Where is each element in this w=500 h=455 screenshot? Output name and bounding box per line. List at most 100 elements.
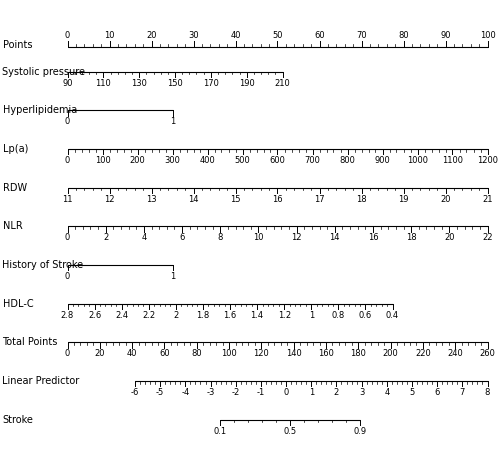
- Text: 2: 2: [103, 233, 108, 243]
- Text: 18: 18: [356, 195, 367, 204]
- Text: 10: 10: [253, 233, 264, 243]
- Text: 7: 7: [460, 388, 465, 397]
- Text: Total Points: Total Points: [2, 337, 58, 347]
- Text: 0: 0: [65, 233, 70, 243]
- Text: 30: 30: [188, 30, 199, 40]
- Text: 0.5: 0.5: [284, 427, 296, 436]
- Text: 4: 4: [384, 388, 390, 397]
- Text: 16: 16: [272, 195, 283, 204]
- Text: 2.4: 2.4: [115, 311, 128, 320]
- Text: 21: 21: [482, 195, 493, 204]
- Text: 40: 40: [230, 30, 241, 40]
- Text: Hyperlipidemia: Hyperlipidemia: [2, 105, 77, 115]
- Text: 3: 3: [359, 388, 364, 397]
- Text: 20: 20: [146, 30, 157, 40]
- Text: 190: 190: [239, 79, 254, 88]
- Text: 10: 10: [104, 30, 115, 40]
- Text: 90: 90: [62, 79, 73, 88]
- Text: 1: 1: [308, 311, 314, 320]
- Text: 4: 4: [141, 233, 146, 243]
- Text: 60: 60: [314, 30, 325, 40]
- Text: 0.8: 0.8: [332, 311, 345, 320]
- Text: 700: 700: [304, 156, 320, 165]
- Text: 80: 80: [192, 349, 202, 359]
- Text: 5: 5: [410, 388, 414, 397]
- Text: 20: 20: [94, 349, 105, 359]
- Text: RDW: RDW: [2, 182, 26, 192]
- Text: 70: 70: [356, 30, 367, 40]
- Text: 1: 1: [170, 117, 175, 126]
- Text: 0: 0: [65, 117, 70, 126]
- Text: -4: -4: [181, 388, 190, 397]
- Text: 19: 19: [398, 195, 409, 204]
- Text: 12: 12: [292, 233, 302, 243]
- Text: 110: 110: [96, 79, 111, 88]
- Text: 200: 200: [382, 349, 398, 359]
- Text: 130: 130: [131, 79, 147, 88]
- Text: 1100: 1100: [442, 156, 463, 165]
- Text: 8: 8: [485, 388, 490, 397]
- Text: Stroke: Stroke: [2, 415, 34, 425]
- Text: 120: 120: [254, 349, 269, 359]
- Text: 0: 0: [65, 272, 70, 281]
- Text: 1000: 1000: [407, 156, 428, 165]
- Text: 15: 15: [230, 195, 241, 204]
- Text: 2.6: 2.6: [88, 311, 101, 320]
- Text: 22: 22: [482, 233, 493, 243]
- Text: 210: 210: [274, 79, 290, 88]
- Text: 1.2: 1.2: [278, 311, 290, 320]
- Text: 260: 260: [480, 349, 496, 359]
- Text: 2.2: 2.2: [142, 311, 156, 320]
- Text: 170: 170: [203, 79, 219, 88]
- Text: 40: 40: [127, 349, 138, 359]
- Text: 1.6: 1.6: [224, 311, 236, 320]
- Text: 13: 13: [146, 195, 157, 204]
- Text: 14: 14: [188, 195, 199, 204]
- Text: 220: 220: [415, 349, 431, 359]
- Text: 6: 6: [434, 388, 440, 397]
- Text: -6: -6: [131, 388, 139, 397]
- Text: 140: 140: [286, 349, 302, 359]
- Text: 11: 11: [62, 195, 73, 204]
- Text: 0: 0: [65, 349, 70, 359]
- Text: 2: 2: [334, 388, 339, 397]
- Text: 90: 90: [440, 30, 451, 40]
- Text: 0.4: 0.4: [386, 311, 399, 320]
- Text: HDL-C: HDL-C: [2, 298, 33, 308]
- Text: -3: -3: [206, 388, 214, 397]
- Text: 100: 100: [221, 349, 237, 359]
- Text: 0.9: 0.9: [354, 427, 366, 436]
- Text: -5: -5: [156, 388, 164, 397]
- Text: 14: 14: [330, 233, 340, 243]
- Text: 16: 16: [368, 233, 378, 243]
- Text: 100: 100: [94, 156, 110, 165]
- Text: 60: 60: [159, 349, 170, 359]
- Text: 1: 1: [170, 272, 175, 281]
- Text: 0: 0: [284, 388, 288, 397]
- Text: Systolic pressure: Systolic pressure: [2, 66, 86, 76]
- Text: 1.8: 1.8: [196, 311, 209, 320]
- Text: 160: 160: [318, 349, 334, 359]
- Text: 150: 150: [167, 79, 183, 88]
- Text: 180: 180: [350, 349, 366, 359]
- Text: -2: -2: [232, 388, 240, 397]
- Text: 400: 400: [200, 156, 216, 165]
- Text: 0: 0: [65, 30, 70, 40]
- Text: 800: 800: [340, 156, 355, 165]
- Text: 8: 8: [218, 233, 223, 243]
- Text: 0: 0: [65, 156, 70, 165]
- Text: 1200: 1200: [477, 156, 498, 165]
- Text: 500: 500: [234, 156, 250, 165]
- Text: 100: 100: [480, 30, 496, 40]
- Text: 12: 12: [104, 195, 115, 204]
- Text: History of Stroke: History of Stroke: [2, 260, 84, 270]
- Text: 1.4: 1.4: [250, 311, 264, 320]
- Text: 240: 240: [448, 349, 463, 359]
- Text: 80: 80: [398, 30, 409, 40]
- Text: NLR: NLR: [2, 221, 22, 231]
- Text: 6: 6: [180, 233, 184, 243]
- Text: 0.1: 0.1: [214, 427, 226, 436]
- Text: 900: 900: [374, 156, 390, 165]
- Text: 20: 20: [444, 233, 454, 243]
- Text: -1: -1: [257, 388, 265, 397]
